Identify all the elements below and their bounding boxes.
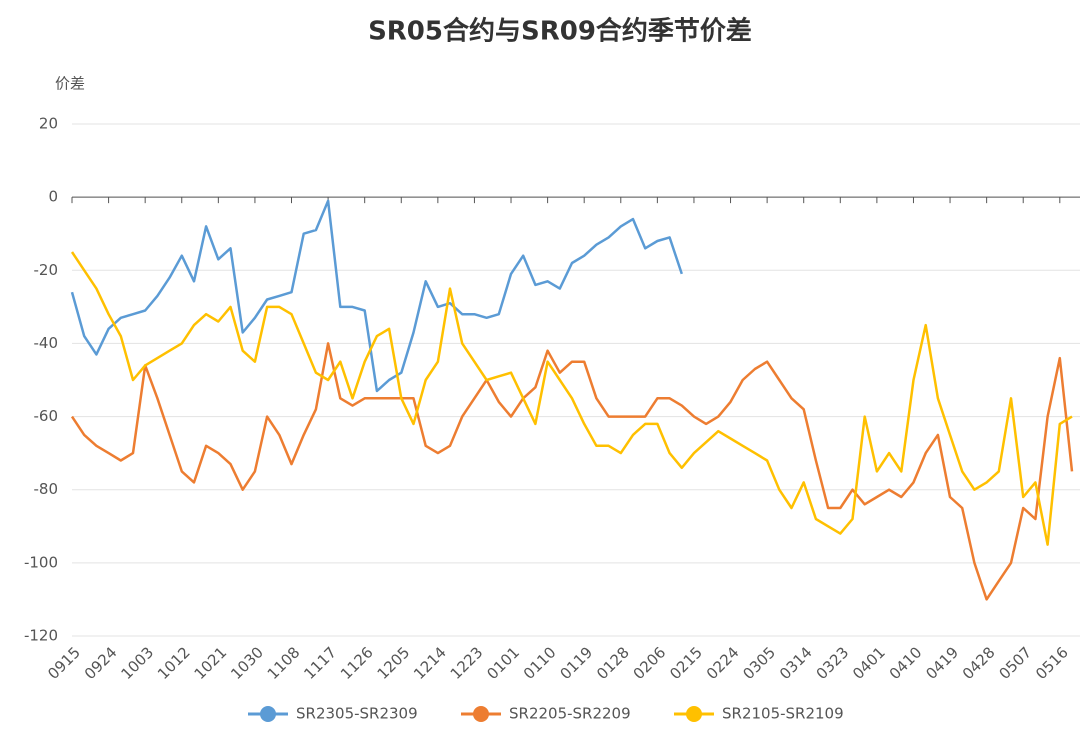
x-tick-label: 1223 (447, 643, 487, 683)
y-tick-label: -20 (34, 261, 59, 279)
x-tick-label: 1003 (117, 643, 157, 683)
y-axis-label: 价差 (55, 75, 85, 93)
x-tick-label: 1117 (300, 643, 340, 683)
legend-label: SR2205-SR2209 (509, 705, 631, 723)
x-tick-label: 0323 (813, 643, 853, 683)
x-tick-label: 0419 (922, 643, 962, 683)
x-tick-label: 1205 (374, 643, 414, 683)
x-tick-label: 0516 (1032, 643, 1072, 683)
y-tick-label: -80 (34, 480, 59, 498)
x-tick-label: 0924 (81, 643, 121, 683)
x-tick-label: 0410 (886, 643, 926, 683)
y-tick-label: 0 (48, 188, 58, 206)
x-tick-label: 0110 (520, 643, 560, 683)
x-tick-label: 1021 (191, 643, 231, 683)
y-tick-label: -60 (34, 407, 59, 425)
x-tick-label: 0305 (739, 643, 779, 683)
legend-label: SR2305-SR2309 (296, 705, 418, 723)
x-tick-label: 0428 (959, 643, 999, 683)
y-tick-label: -120 (24, 627, 58, 645)
legend-marker (260, 706, 276, 722)
x-tick-label: 0224 (703, 643, 743, 683)
x-tick-label: 1108 (264, 643, 304, 683)
y-tick-label: -40 (34, 334, 59, 352)
x-tick-label: 0101 (483, 643, 523, 683)
x-tick-label: 0206 (630, 643, 670, 683)
x-tick-label: 0128 (593, 643, 633, 683)
legend-marker (473, 706, 489, 722)
y-tick-label: 20 (39, 115, 58, 133)
x-tick-label: 1126 (337, 643, 377, 683)
x-tick-label: 1012 (154, 643, 194, 683)
x-tick-label: 0507 (995, 643, 1035, 683)
legend-label: SR2105-SR2109 (722, 705, 844, 723)
series-line (70, 199, 683, 393)
x-tick-label: 1030 (227, 643, 267, 683)
x-tick-label: 0401 (849, 643, 889, 683)
y-tick-label: -100 (24, 553, 58, 571)
legend-marker (686, 706, 702, 722)
x-tick-label: 0915 (44, 643, 84, 683)
x-tick-label: 1214 (410, 643, 450, 683)
chart-title: SR05合约与SR09合约季节价差 (368, 16, 752, 47)
x-tick-label: 0215 (666, 643, 706, 683)
x-tick-label: 0314 (776, 643, 816, 683)
x-tick-label: 0119 (556, 643, 596, 683)
series-line (70, 251, 1073, 546)
series-line (70, 342, 1074, 601)
